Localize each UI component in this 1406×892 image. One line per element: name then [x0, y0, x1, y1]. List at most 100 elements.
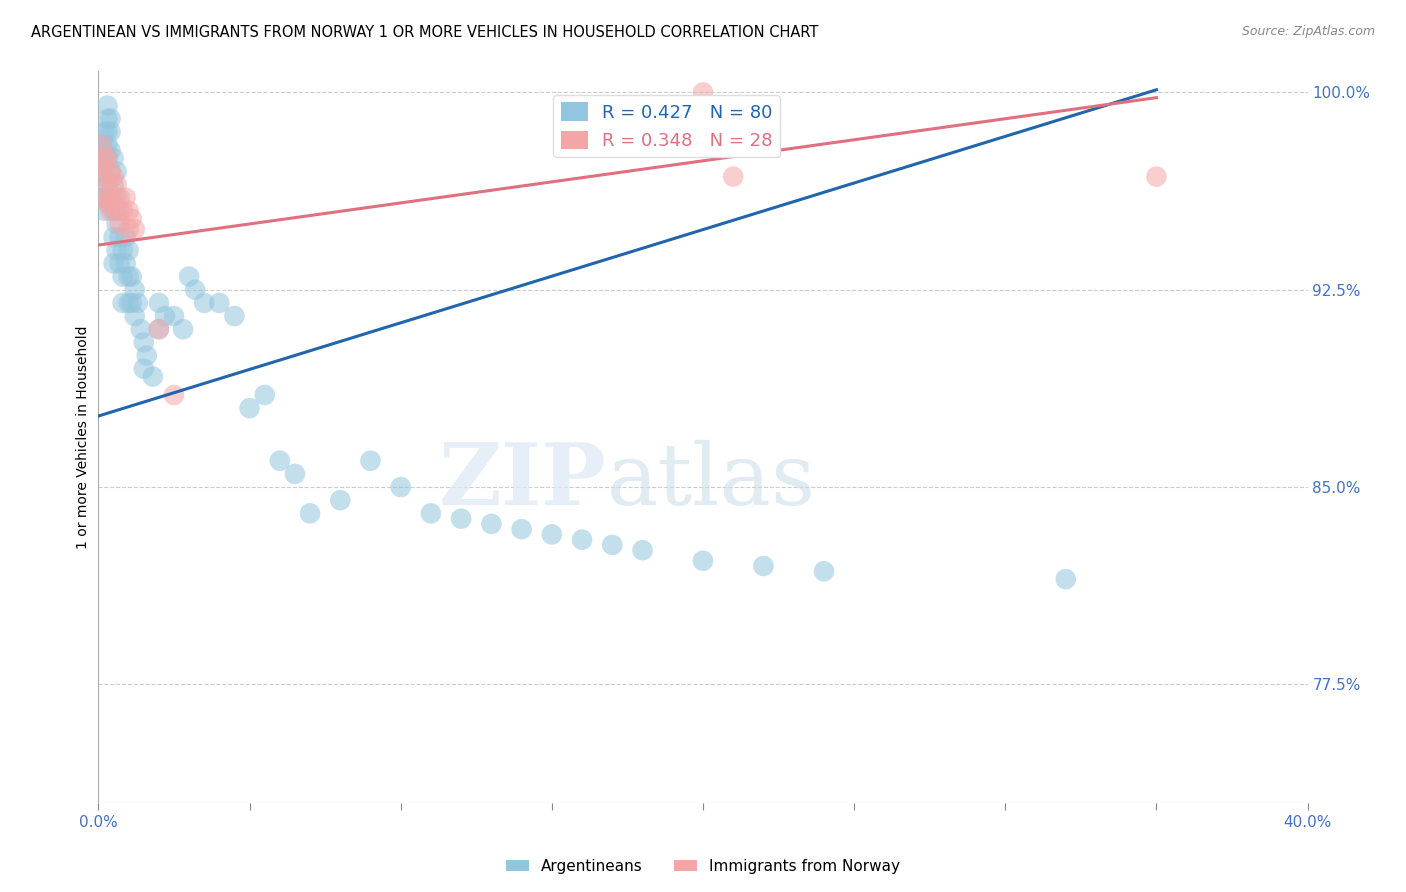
Point: [100, 112, 122, 126]
Point: [135, 349, 157, 363]
Point: [105, 164, 128, 178]
Point: [100, 191, 122, 205]
Point: [114, 256, 136, 270]
Point: [723, 169, 745, 184]
Point: [692, 86, 714, 100]
Point: [105, 191, 128, 205]
Text: ARGENTINEAN VS IMMIGRANTS FROM NORWAY 1 OR MORE VEHICLES IN HOUSEHOLD CORRELATIO: ARGENTINEAN VS IMMIGRANTS FROM NORWAY 1 …: [31, 25, 818, 40]
Point: [124, 283, 146, 297]
Point: [103, 151, 125, 165]
Point: [124, 309, 146, 323]
Point: [96, 98, 118, 112]
Point: [105, 178, 128, 192]
Point: [90, 138, 112, 153]
Point: [100, 164, 122, 178]
Point: [103, 256, 125, 270]
Point: [90, 164, 112, 178]
Point: [111, 296, 134, 310]
Point: [103, 178, 125, 192]
Point: [96, 151, 118, 165]
Point: [111, 244, 134, 258]
Point: [142, 369, 165, 384]
Point: [153, 309, 176, 323]
Point: [103, 169, 125, 184]
Point: [127, 296, 149, 310]
Point: [571, 533, 593, 547]
Point: [108, 256, 131, 270]
Point: [481, 516, 503, 531]
Point: [96, 125, 118, 139]
Point: [108, 230, 131, 244]
Point: [129, 322, 152, 336]
Point: [100, 143, 122, 157]
Point: [148, 322, 170, 336]
Point: [118, 269, 141, 284]
Point: [108, 191, 131, 205]
Point: [631, 543, 654, 558]
Point: [389, 480, 412, 494]
Point: [360, 454, 382, 468]
Point: [111, 203, 134, 218]
Point: [299, 507, 322, 521]
Point: [269, 454, 291, 468]
Point: [108, 203, 131, 218]
Point: [148, 322, 170, 336]
Point: [93, 143, 115, 157]
Point: [132, 361, 155, 376]
Point: [96, 195, 118, 210]
Point: [1054, 572, 1077, 586]
Point: [121, 211, 143, 226]
Point: [96, 151, 118, 165]
Point: [184, 283, 207, 297]
Point: [93, 169, 115, 184]
Point: [90, 159, 112, 173]
Point: [121, 296, 143, 310]
Point: [118, 244, 141, 258]
Point: [179, 269, 201, 284]
Point: [510, 522, 533, 536]
Point: [93, 151, 115, 165]
Point: [103, 195, 125, 210]
Text: ZIP: ZIP: [439, 439, 606, 523]
Point: [93, 191, 115, 205]
Point: [118, 203, 141, 218]
Point: [90, 138, 112, 153]
Y-axis label: 1 or more Vehicles in Household: 1 or more Vehicles in Household: [76, 326, 90, 549]
Point: [224, 309, 246, 323]
Text: Source: ZipAtlas.com: Source: ZipAtlas.com: [1241, 25, 1375, 38]
Point: [105, 217, 128, 231]
Point: [90, 151, 112, 165]
Point: [100, 203, 122, 218]
Point: [114, 230, 136, 244]
Point: [420, 507, 443, 521]
Point: [93, 169, 115, 184]
Point: [172, 322, 194, 336]
Point: [813, 564, 835, 578]
Point: [108, 217, 131, 231]
Point: [1144, 169, 1167, 184]
Point: [111, 269, 134, 284]
Point: [253, 388, 276, 402]
Point: [163, 309, 186, 323]
Point: [132, 335, 155, 350]
Point: [105, 203, 128, 218]
Point: [284, 467, 307, 481]
Point: [540, 527, 562, 541]
Point: [118, 296, 141, 310]
Point: [239, 401, 262, 416]
Point: [752, 559, 775, 574]
Point: [96, 112, 118, 126]
Point: [103, 230, 125, 244]
Legend: R = 0.427   N = 80, R = 0.348   N = 28: R = 0.427 N = 80, R = 0.348 N = 28: [554, 95, 780, 157]
Point: [692, 554, 714, 568]
Point: [100, 125, 122, 139]
Point: [114, 191, 136, 205]
Point: [96, 138, 118, 153]
Point: [118, 222, 141, 236]
Point: [163, 388, 186, 402]
Point: [103, 203, 125, 218]
Point: [193, 296, 215, 310]
Legend: Argentineans, Immigrants from Norway: Argentineans, Immigrants from Norway: [501, 853, 905, 880]
Point: [105, 244, 128, 258]
Point: [93, 125, 115, 139]
